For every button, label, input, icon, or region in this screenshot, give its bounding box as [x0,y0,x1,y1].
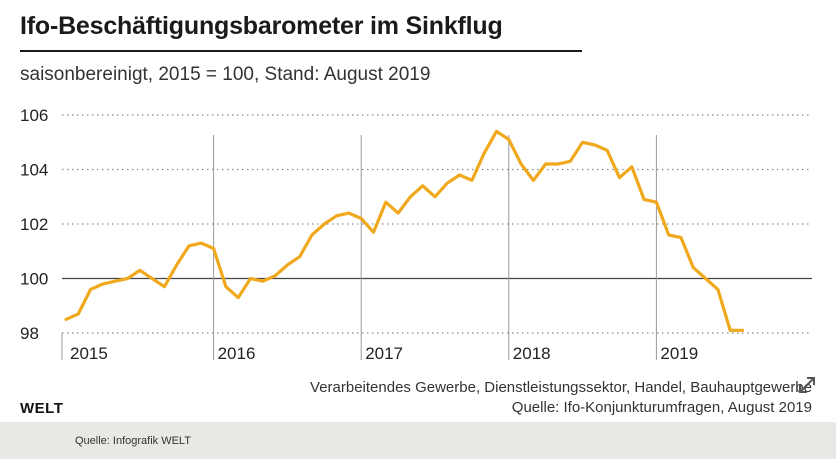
y-tick-label: 104 [20,161,48,180]
footer-bar: Quelle: Infografik WELT [0,422,836,459]
x-tick-label: 2016 [218,344,256,363]
y-tick-label: 106 [20,106,48,125]
x-tick-layer: 2015 2016 2017 2018 2019 [70,344,698,363]
series-layer [64,129,745,332]
chart-title: Ifo-Beschäftigungsbarometer im Sinkflug [20,12,503,40]
chart-subtitle: saisonbereinigt, 2015 = 100, Stand: Augu… [20,64,431,85]
year-separator-layer [61,135,657,360]
brand-logo: WELT [20,400,64,417]
x-tick-label: 2018 [513,344,551,363]
title-underline [20,50,582,52]
x-tick-label: 2017 [365,344,403,363]
y-tick-label: 100 [20,270,48,289]
expand-icon[interactable] [797,375,817,395]
x-tick-label: 2019 [660,344,698,363]
chart-notes: Verarbeitendes Gewerbe, Dienstleistungss… [310,378,812,418]
y-tick-label: 98 [20,324,39,343]
y-tick-layer: 98 100 102 104 106 [20,106,48,343]
grid-layer [62,114,812,334]
sector-note: Verarbeitendes Gewerbe, Dienstleistungss… [310,379,812,396]
series-line [64,129,745,332]
y-tick-label: 102 [20,215,48,234]
x-tick-label: 2015 [70,344,108,363]
line-chart: 2015 2016 2017 2018 2019 98 100 102 104 106 [20,106,812,363]
source-note: Quelle: Ifo-Konjunkturumfragen, August 2… [511,399,812,416]
footer-caption: Quelle: Infografik WELT [75,435,191,447]
